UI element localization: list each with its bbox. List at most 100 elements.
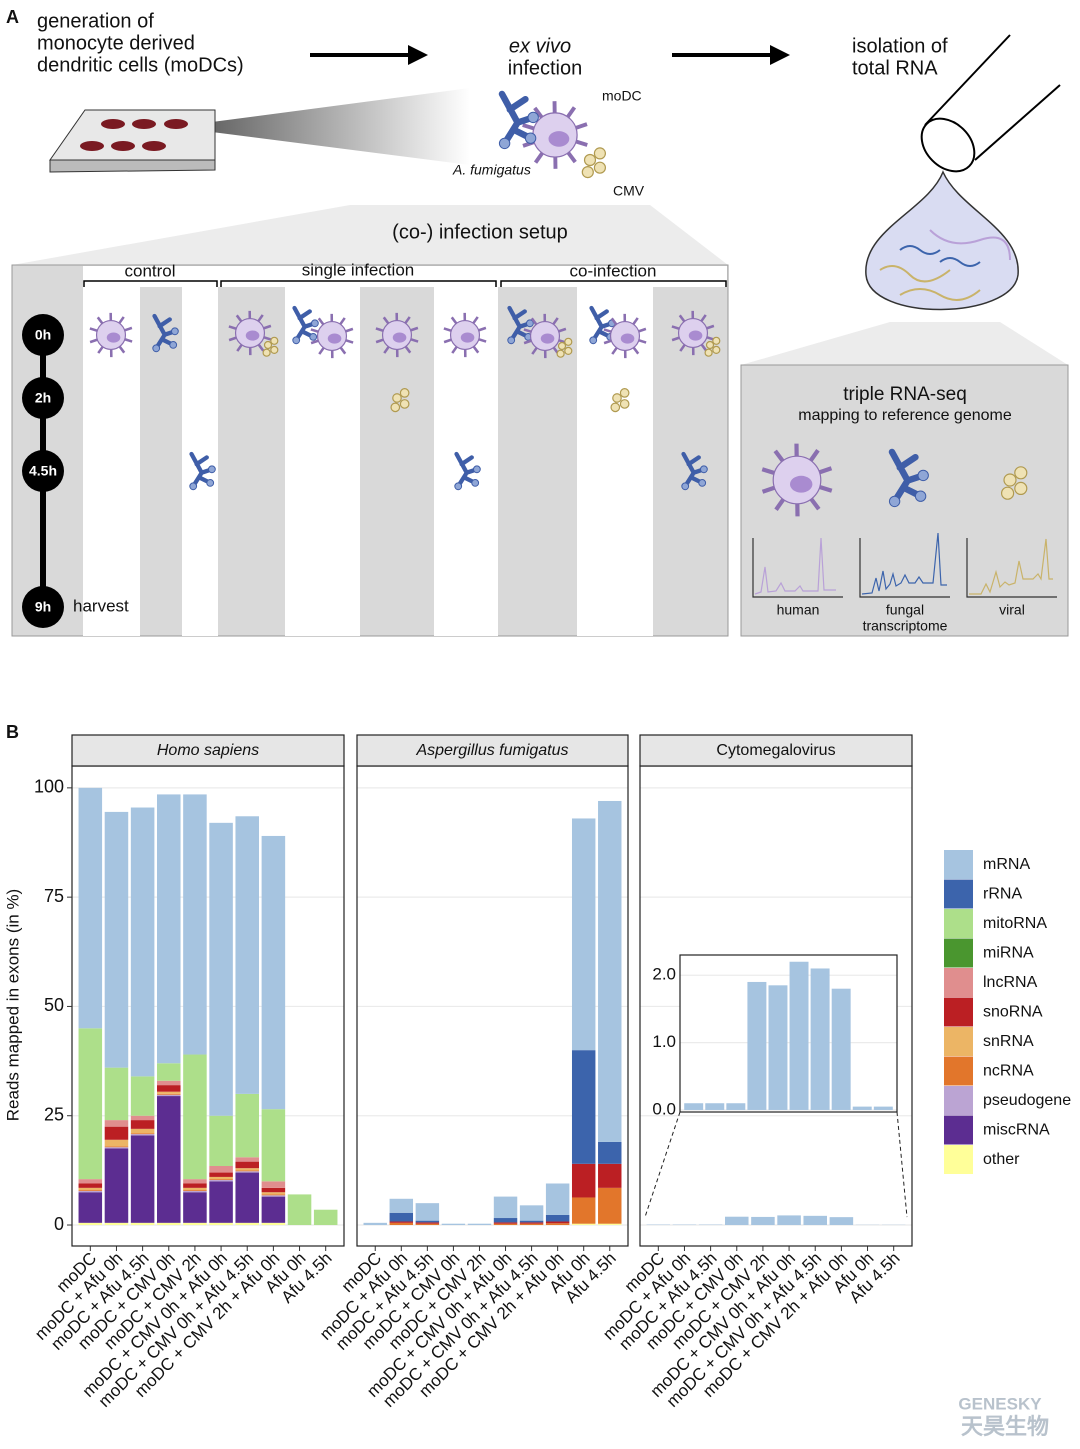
bar-segment	[157, 1096, 181, 1223]
legend-swatch	[944, 1115, 973, 1145]
timepoint-label: 2h	[35, 390, 51, 406]
setup-title: (co-) infection setup	[392, 221, 568, 243]
bar-segment	[235, 1172, 259, 1223]
bar-segment	[183, 1190, 207, 1191]
bar-segment	[545, 1223, 570, 1226]
virion	[619, 399, 630, 409]
inset-connector	[896, 1111, 908, 1218]
bar-segment	[571, 1050, 596, 1164]
tube	[920, 34, 1061, 173]
bar-segment	[261, 1196, 286, 1223]
virion	[263, 340, 273, 350]
legend-label: pseudogene	[983, 1092, 1071, 1109]
cmv-icon	[704, 336, 721, 357]
virion	[619, 388, 630, 398]
bar-segment	[183, 1187, 207, 1191]
inset-bar	[726, 1103, 746, 1110]
icons	[89, 90, 1028, 517]
bar-segment	[235, 1093, 259, 1158]
hypha	[681, 451, 707, 489]
virion	[392, 393, 402, 403]
bar-segment	[493, 1218, 518, 1223]
modc-icon	[671, 310, 715, 356]
conidium	[527, 111, 539, 124]
group-label: single infection	[302, 260, 414, 279]
timepoint-label: 4.5h	[29, 463, 57, 479]
legend-label: miRNA	[983, 945, 1034, 962]
bar-segment	[78, 1192, 103, 1223]
zoom-cone	[212, 88, 470, 165]
bar-segment	[519, 1222, 544, 1224]
legend-swatch	[944, 997, 973, 1027]
virion	[612, 393, 622, 403]
bar-segment	[130, 1222, 155, 1226]
bar-segment	[104, 811, 129, 1068]
legend-label: ncRNA	[983, 1063, 1034, 1080]
bar-segment	[441, 1223, 466, 1226]
bar-segment	[519, 1223, 544, 1226]
bar-segment	[493, 1196, 518, 1219]
inset-bar	[768, 985, 788, 1110]
bar-segment	[235, 1157, 259, 1162]
virion	[593, 161, 607, 174]
cmv-icon	[581, 147, 607, 179]
panel-label: B	[6, 722, 19, 742]
bar-segment	[389, 1221, 414, 1223]
conidium	[309, 333, 318, 341]
virion	[390, 402, 401, 413]
bar-segment	[183, 1222, 207, 1226]
conidium	[473, 465, 481, 474]
fungus-icon	[888, 448, 929, 508]
virion	[581, 166, 594, 179]
group-brackets	[83, 280, 727, 287]
zoom-band	[741, 322, 1068, 365]
cell-nucleus	[548, 131, 570, 147]
hypha	[189, 451, 215, 489]
bar-segment	[130, 1134, 155, 1136]
group-label: control	[124, 261, 175, 280]
rna-strands	[879, 229, 1011, 301]
modc-icon	[603, 313, 647, 359]
bar-segment	[571, 1163, 596, 1198]
bar-segment	[183, 794, 207, 1055]
inset-bar	[747, 981, 767, 1110]
inset-y-tick-label: 1.0	[652, 1032, 676, 1051]
cell-nucleus	[327, 333, 342, 344]
bar-segment	[130, 807, 155, 1077]
conidium	[589, 336, 598, 345]
bar-segment	[130, 1076, 155, 1116]
bar-segment	[235, 1222, 259, 1226]
hypha	[152, 313, 178, 351]
cmv-icon	[262, 336, 279, 357]
virion	[593, 147, 607, 160]
bar-segment	[261, 1187, 286, 1193]
facet-title: Aspergillus fumigatus	[415, 742, 568, 759]
modc-icon	[375, 312, 419, 358]
bar-segment	[519, 1220, 544, 1223]
y-axis-title: Reads mapped in exons (in %)	[3, 889, 22, 1121]
bar-segment	[157, 1091, 181, 1094]
bar-segment	[78, 1028, 103, 1180]
bar-segment	[493, 1222, 518, 1224]
seq-title: triple RNA-seq	[843, 384, 967, 405]
timepoints: 0h 2h 4.5h 9h	[22, 314, 64, 628]
inset-y-tick-label: 2.0	[652, 965, 676, 984]
bar-segment	[78, 1222, 103, 1226]
legend-swatch	[944, 1086, 973, 1115]
arrow	[310, 45, 790, 65]
bar-segment	[261, 1181, 286, 1188]
virion	[270, 345, 279, 354]
conidium	[917, 469, 929, 482]
bar-segment	[235, 816, 259, 1094]
bar-segment	[209, 1176, 233, 1180]
bar-segment	[803, 1215, 827, 1226]
bar-segment	[363, 1222, 387, 1226]
timepoint-label: 0h	[35, 327, 51, 343]
facet-title: Cytomegalovirus	[716, 742, 835, 759]
bar-segment	[209, 1179, 233, 1182]
conidium	[700, 465, 708, 474]
bar-segment	[545, 1214, 570, 1222]
inset-bar	[810, 968, 830, 1110]
cell-nucleus	[688, 330, 703, 341]
conidium	[681, 482, 690, 491]
